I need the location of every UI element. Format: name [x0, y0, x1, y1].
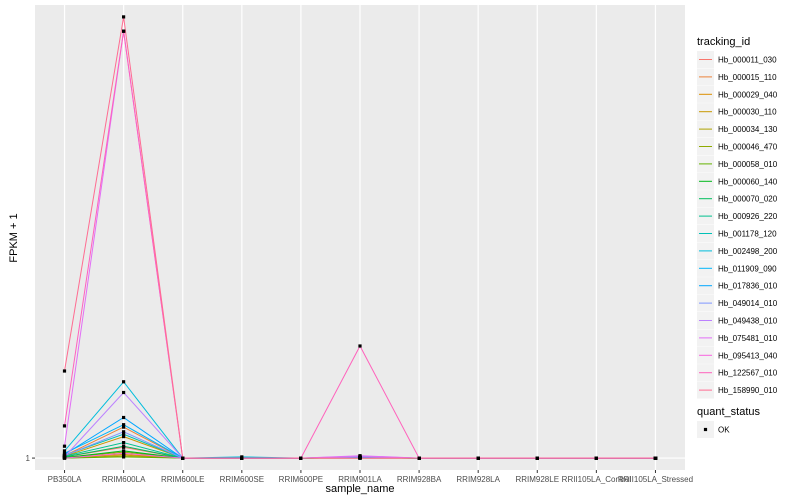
data-point	[535, 456, 539, 460]
legend-label: Hb_000011_030	[718, 56, 777, 65]
data-point	[299, 456, 303, 460]
y-axis-label: FPKM + 1	[8, 213, 20, 262]
legend-label: Hb_017836_010	[718, 282, 778, 291]
x-tick-label: RRII105LA_Control	[562, 475, 632, 484]
legend-label: Hb_000060_140	[718, 177, 778, 186]
legend-label: Hb_158990_010	[718, 386, 778, 395]
data-point	[122, 415, 126, 420]
x-tick-label: RRIM600PE	[279, 475, 323, 484]
data-point	[122, 435, 126, 439]
data-point	[122, 29, 126, 33]
legend-label: Hb_075481_010	[718, 334, 778, 343]
data-point	[122, 441, 126, 445]
data-point	[62, 369, 67, 373]
data-point	[122, 390, 126, 395]
x-tick-label: RRIM928LA	[456, 475, 500, 484]
data-point	[122, 432, 126, 436]
legend-label: Hb_000034_130	[718, 125, 778, 134]
legend-label: Hb_000030_110	[718, 108, 777, 117]
legend-label: Hb_000058_010	[718, 160, 778, 169]
legend-label: Hb_049014_010	[718, 299, 778, 308]
legend-items: Hb_000011_030 Hb_000015_110 Hb_000029_040 H…	[697, 51, 778, 399]
legend-label: Hb_000046_470	[718, 143, 778, 152]
data-point	[62, 449, 67, 453]
x-tick-label: RRIM600LA	[102, 475, 146, 484]
data-point	[122, 455, 126, 459]
legend-label: Hb_002498_200	[718, 247, 778, 256]
legend-label: Hb_011909_090	[718, 264, 777, 273]
data-point	[240, 456, 244, 460]
data-point	[476, 456, 480, 460]
shape-legend-swatch	[703, 427, 708, 432]
data-point	[358, 454, 362, 458]
data-point	[122, 444, 126, 448]
data-point	[62, 444, 67, 448]
data-point	[62, 456, 67, 460]
data-point	[417, 456, 421, 460]
data-point	[122, 449, 126, 453]
x-tick-label: RRIM600LE	[161, 475, 205, 484]
data-point	[122, 451, 126, 455]
x-tick-label: RRIM928LE	[515, 475, 559, 484]
y-tick-label: 1	[26, 454, 31, 463]
data-point	[181, 456, 185, 460]
legend-label: Hb_001178_120	[718, 230, 777, 239]
data-point	[358, 344, 362, 348]
x-tick-label: RRII105LA_Stressed	[618, 475, 693, 484]
data-point	[122, 425, 126, 429]
x-axis: PB350LA RRIM600LA RRIM600LE RRIM600SE RRIM60…	[48, 470, 693, 484]
data-point	[594, 456, 598, 460]
legend-label: Hb_000029_040	[718, 90, 778, 99]
data-point	[62, 424, 67, 428]
x-tick-label: PB350LA	[48, 475, 82, 484]
shape-legend-items: OK	[697, 421, 730, 438]
x-tick-label: RRIM600SE	[220, 475, 264, 484]
legend-label: Hb_049438_010	[718, 317, 778, 326]
legend-label: Hb_000015_110	[718, 73, 777, 82]
legend-title: tracking_id	[697, 36, 750, 48]
data-point	[358, 456, 362, 460]
x-tick-label: RRIM928BA	[397, 475, 442, 484]
data-point	[122, 380, 126, 384]
x-axis-label: sample_name	[325, 483, 394, 495]
data-point	[122, 423, 126, 427]
data-points	[62, 15, 658, 460]
data-point	[653, 456, 658, 460]
y-axis: 1	[26, 454, 35, 463]
data-point	[122, 430, 126, 434]
data-point	[122, 15, 126, 19]
shape-legend-title: quant_status	[697, 406, 760, 418]
legend-label: Hb_000070_020	[718, 195, 778, 204]
shape-legend-label: OK	[718, 426, 730, 435]
legend-label: Hb_000926_220	[718, 212, 778, 221]
x-tick-label: RRIM901LA	[338, 475, 382, 484]
legend-label: Hb_122567_010	[718, 369, 778, 378]
legend: tracking_id Hb_000011_030Hb_000015_110Hb…	[697, 36, 778, 438]
legend-label: Hb_095413_040	[718, 351, 778, 360]
